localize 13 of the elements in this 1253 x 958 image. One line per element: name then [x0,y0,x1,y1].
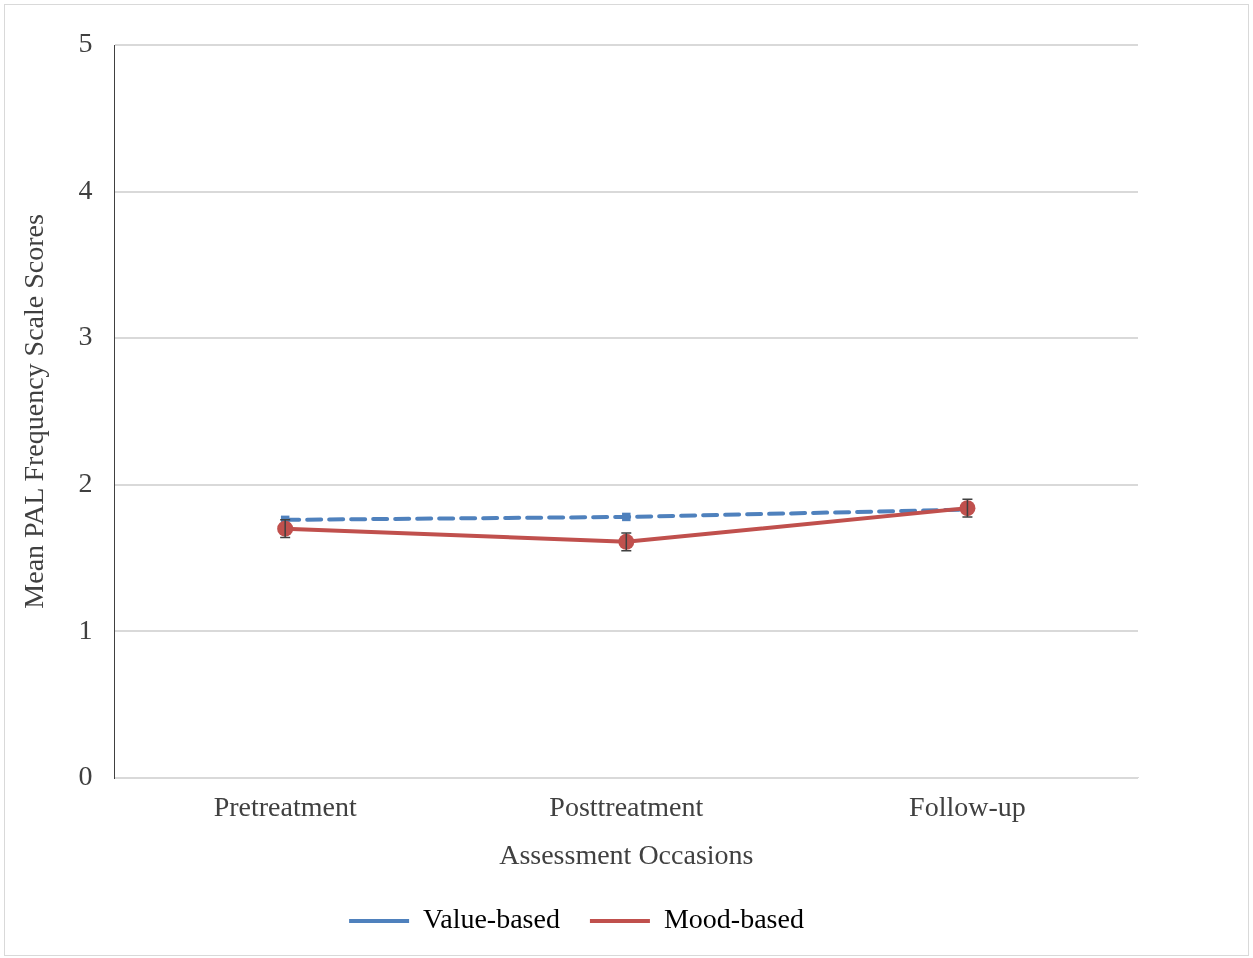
y-tick-label: 3 [78,320,93,352]
y-tick-label: 0 [78,760,93,792]
x-axis-title: Assessment Occasions [499,838,754,870]
x-tick-label: Posttreatment [549,790,704,822]
legend-label: Mood-based [663,903,804,935]
y-tick-label: 2 [78,467,93,499]
y-tick-label: 4 [78,173,93,205]
legend-label: Value-based [423,903,560,935]
x-tick-label: Follow-up [909,790,1026,822]
x-tick-label: Pretreatment [213,790,357,822]
y-axis-title: Mean PAL Frequency Scale Scores [18,214,50,609]
y-tick-label: 1 [78,613,93,645]
y-tick-label: 5 [78,27,93,59]
